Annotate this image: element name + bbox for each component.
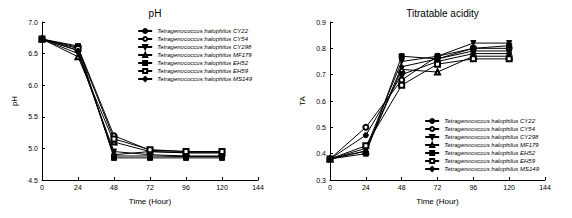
svg-text:Tetragenococcus halophilus CY2: Tetragenococcus halophilus CY298 bbox=[444, 134, 539, 140]
svg-text:Tetragenococcus halophilus EH5: Tetragenococcus halophilus EH52 bbox=[157, 60, 249, 66]
svg-text:Tetragenococcus halophilus CY2: Tetragenococcus halophilus CY298 bbox=[157, 44, 252, 50]
svg-text:5.5: 5.5 bbox=[28, 113, 38, 120]
svg-text:Tetragenococcus halophilus MF1: Tetragenococcus halophilus MF179 bbox=[157, 52, 252, 58]
svg-text:72: 72 bbox=[434, 184, 442, 191]
svg-text:Tetragenococcus halophilus MS1: Tetragenococcus halophilus MS149 bbox=[444, 166, 540, 172]
svg-text:48: 48 bbox=[398, 184, 406, 191]
svg-text:144: 144 bbox=[252, 184, 264, 191]
svg-text:pH: pH bbox=[10, 96, 19, 106]
svg-text:0: 0 bbox=[328, 184, 332, 191]
svg-text:Tetragenococcus halophilus CY5: Tetragenococcus halophilus CY54 bbox=[157, 36, 249, 42]
svg-text:0.3: 0.3 bbox=[316, 177, 326, 184]
svg-text:Tetragenococcus halophilus CY2: Tetragenococcus halophilus CY22 bbox=[444, 118, 536, 124]
svg-text:0.7: 0.7 bbox=[316, 71, 326, 78]
svg-text:120: 120 bbox=[503, 184, 515, 191]
svg-text:5.0: 5.0 bbox=[28, 145, 38, 152]
svg-text:0.5: 0.5 bbox=[316, 124, 326, 131]
svg-text:Tetragenococcus halophilus EH5: Tetragenococcus halophilus EH59 bbox=[157, 68, 249, 74]
svg-text:Tetragenococcus halophilus EH5: Tetragenococcus halophilus EH52 bbox=[444, 150, 536, 156]
svg-text:Time (Hour): Time (Hour) bbox=[129, 197, 172, 206]
svg-text:pH: pH bbox=[149, 8, 162, 19]
svg-text:Tetragenococcus halophilus EH5: Tetragenococcus halophilus EH59 bbox=[444, 158, 536, 164]
svg-text:144: 144 bbox=[539, 184, 551, 191]
svg-text:7.0: 7.0 bbox=[28, 19, 38, 26]
svg-text:24: 24 bbox=[74, 184, 82, 191]
svg-text:0.4: 0.4 bbox=[316, 150, 326, 157]
svg-text:Titratable acidity: Titratable acidity bbox=[406, 8, 478, 19]
svg-text:TA: TA bbox=[298, 96, 307, 106]
svg-text:Time (Hour): Time (Hour) bbox=[416, 197, 459, 206]
svg-text:Tetragenococcus halophilus MF1: Tetragenococcus halophilus MF179 bbox=[444, 142, 539, 148]
svg-text:96: 96 bbox=[469, 184, 477, 191]
svg-text:48: 48 bbox=[110, 184, 118, 191]
svg-text:24: 24 bbox=[362, 184, 370, 191]
svg-text:4.5: 4.5 bbox=[28, 177, 38, 184]
svg-text:Tetragenococcus halophilus CY5: Tetragenococcus halophilus CY54 bbox=[444, 126, 536, 132]
svg-text:72: 72 bbox=[146, 184, 154, 191]
svg-text:0.8: 0.8 bbox=[316, 45, 326, 52]
svg-text:0.9: 0.9 bbox=[316, 19, 326, 26]
svg-text:0.6: 0.6 bbox=[316, 98, 326, 105]
svg-text:120: 120 bbox=[216, 184, 228, 191]
svg-text:0: 0 bbox=[40, 184, 44, 191]
svg-text:6.5: 6.5 bbox=[28, 50, 38, 57]
svg-text:96: 96 bbox=[182, 184, 190, 191]
svg-text:Tetragenococcus halophilus CY2: Tetragenococcus halophilus CY22 bbox=[157, 28, 249, 34]
svg-text:Tetragenococcus halophilus MS1: Tetragenococcus halophilus MS149 bbox=[157, 76, 253, 82]
svg-text:6.0: 6.0 bbox=[28, 82, 38, 89]
